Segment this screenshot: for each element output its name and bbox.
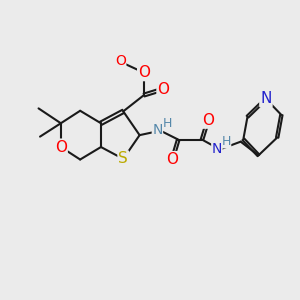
Text: O: O [55,140,67,154]
Text: H: H [162,117,172,130]
Text: O: O [166,152,178,167]
Text: O: O [158,82,169,97]
Text: O: O [138,65,150,80]
Text: N: N [212,142,222,156]
Text: O: O [115,54,126,68]
Text: H: H [222,135,231,148]
Text: N: N [260,92,272,106]
Text: O: O [202,113,214,128]
Text: S: S [118,152,128,166]
Text: N: N [152,123,163,137]
